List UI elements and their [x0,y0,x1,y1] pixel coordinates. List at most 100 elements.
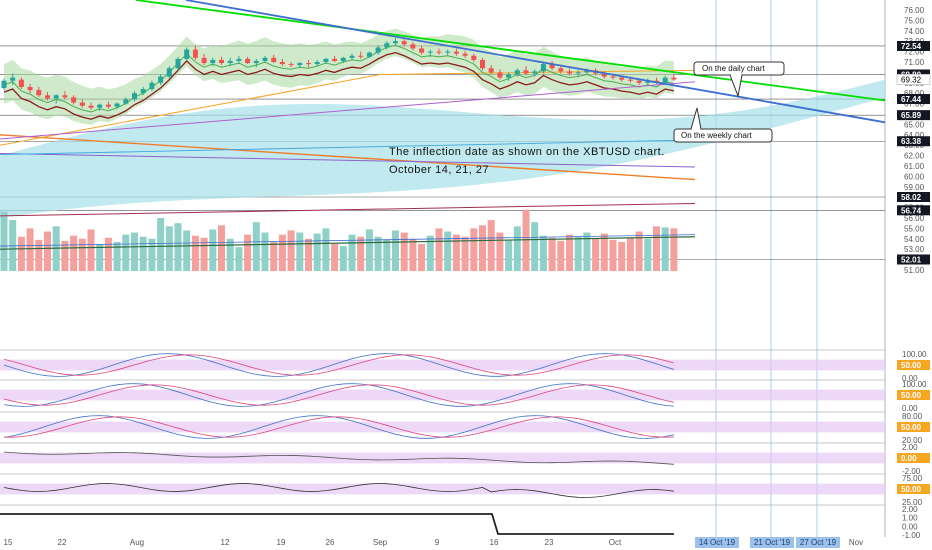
candle[interactable] [123,99,129,104]
candle[interactable] [497,72,503,78]
date-highlight-text[interactable]: 14 Oct '19 [699,538,736,547]
candle[interactable] [114,103,120,107]
candle[interactable] [332,58,338,61]
candle[interactable] [471,55,477,60]
trendline-layer[interactable] [135,0,886,124]
candle[interactable] [36,90,42,96]
volume-bar [157,218,165,272]
candle[interactable] [567,71,572,74]
candle[interactable] [480,59,485,69]
candle[interactable] [323,58,329,62]
candle[interactable] [436,51,442,53]
candle[interactable] [245,58,251,64]
candle[interactable] [506,74,512,78]
candle[interactable] [158,76,164,83]
price-badge[interactable] [897,136,930,147]
candle[interactable] [279,62,285,65]
candle[interactable] [210,59,216,64]
candle[interactable] [97,104,103,108]
price-badge[interactable] [897,191,930,202]
ma-darkred-line [3,51,675,120]
candle[interactable] [184,49,190,59]
price-badge[interactable] [897,254,930,265]
candle[interactable] [201,57,207,64]
candle[interactable] [53,95,59,99]
candle[interactable] [236,58,242,61]
candle[interactable] [610,76,616,78]
candle[interactable] [253,60,259,64]
candle[interactable] [549,64,555,69]
candle[interactable] [192,49,198,58]
candle[interactable] [393,41,398,44]
candle[interactable] [297,63,303,66]
candle[interactable] [523,70,529,74]
candle[interactable] [627,79,633,81]
callout-daily[interactable]: On the daily chart [693,61,785,98]
candle[interactable] [358,55,364,57]
price-badge[interactable] [896,73,931,85]
candle[interactable] [349,55,355,58]
blue-trendline[interactable] [185,0,886,124]
candle[interactable] [445,51,451,53]
candle[interactable] [227,60,233,64]
candle[interactable] [71,97,77,103]
volume-bar [409,238,417,272]
candle[interactable] [219,59,224,64]
candle[interactable] [18,79,24,87]
candle[interactable] [340,57,346,61]
candle[interactable] [514,70,520,75]
candle[interactable] [662,77,668,83]
candle[interactable] [540,64,546,72]
candle[interactable] [488,68,494,73]
candle[interactable] [288,64,294,66]
candle[interactable] [645,80,651,83]
candle[interactable] [575,72,581,74]
volume-bar [365,229,373,272]
candle[interactable] [10,77,16,81]
price-badge[interactable] [897,110,930,121]
date-highlight-text[interactable]: 21 Oct '19 [754,538,791,547]
candle[interactable] [584,70,590,73]
candle[interactable] [314,62,320,65]
candle[interactable] [45,95,50,99]
time-axis[interactable]: 15 22 Aug 12 19 26 Sep 9 16 23 Oct 14 Oct '19 21 Oct… [4,537,864,548]
candle[interactable] [88,105,94,108]
candle[interactable] [105,104,111,107]
candle[interactable] [410,44,416,49]
green-trendline[interactable] [135,0,886,102]
price-badge[interactable] [897,205,930,216]
candle[interactable] [175,58,181,69]
callout-weekly[interactable]: On the weekly chart [673,107,773,143]
candle[interactable] [401,41,407,45]
candle[interactable] [558,68,564,72]
candle[interactable] [636,80,642,83]
candle[interactable] [27,86,33,91]
candle[interactable] [262,57,268,61]
candle[interactable] [419,48,425,53]
candle[interactable] [79,102,85,106]
candle[interactable] [166,68,172,77]
candle[interactable] [62,95,68,98]
price-axis[interactable]: 76.0075.0074.0073.0072.0071.0070.0069.00… [896,6,931,275]
volume-bar [348,234,356,272]
candle[interactable] [366,52,372,57]
candle[interactable] [453,51,459,54]
candle[interactable] [601,73,607,77]
candle[interactable] [619,77,625,80]
candle[interactable] [306,63,311,65]
candle[interactable] [140,89,146,94]
candle[interactable] [671,77,677,80]
candle[interactable] [132,93,137,100]
candle[interactable] [271,57,277,62]
price-badge[interactable] [897,94,930,105]
candle[interactable] [427,51,433,53]
candle[interactable] [375,47,381,53]
date-highlight-text[interactable]: 27 Oct '19 [800,538,837,547]
candle[interactable] [462,53,468,56]
candle[interactable] [1,80,7,88]
candle[interactable] [384,43,390,48]
candle[interactable] [532,71,538,74]
candle[interactable] [149,82,155,90]
price-badge[interactable] [897,40,930,51]
